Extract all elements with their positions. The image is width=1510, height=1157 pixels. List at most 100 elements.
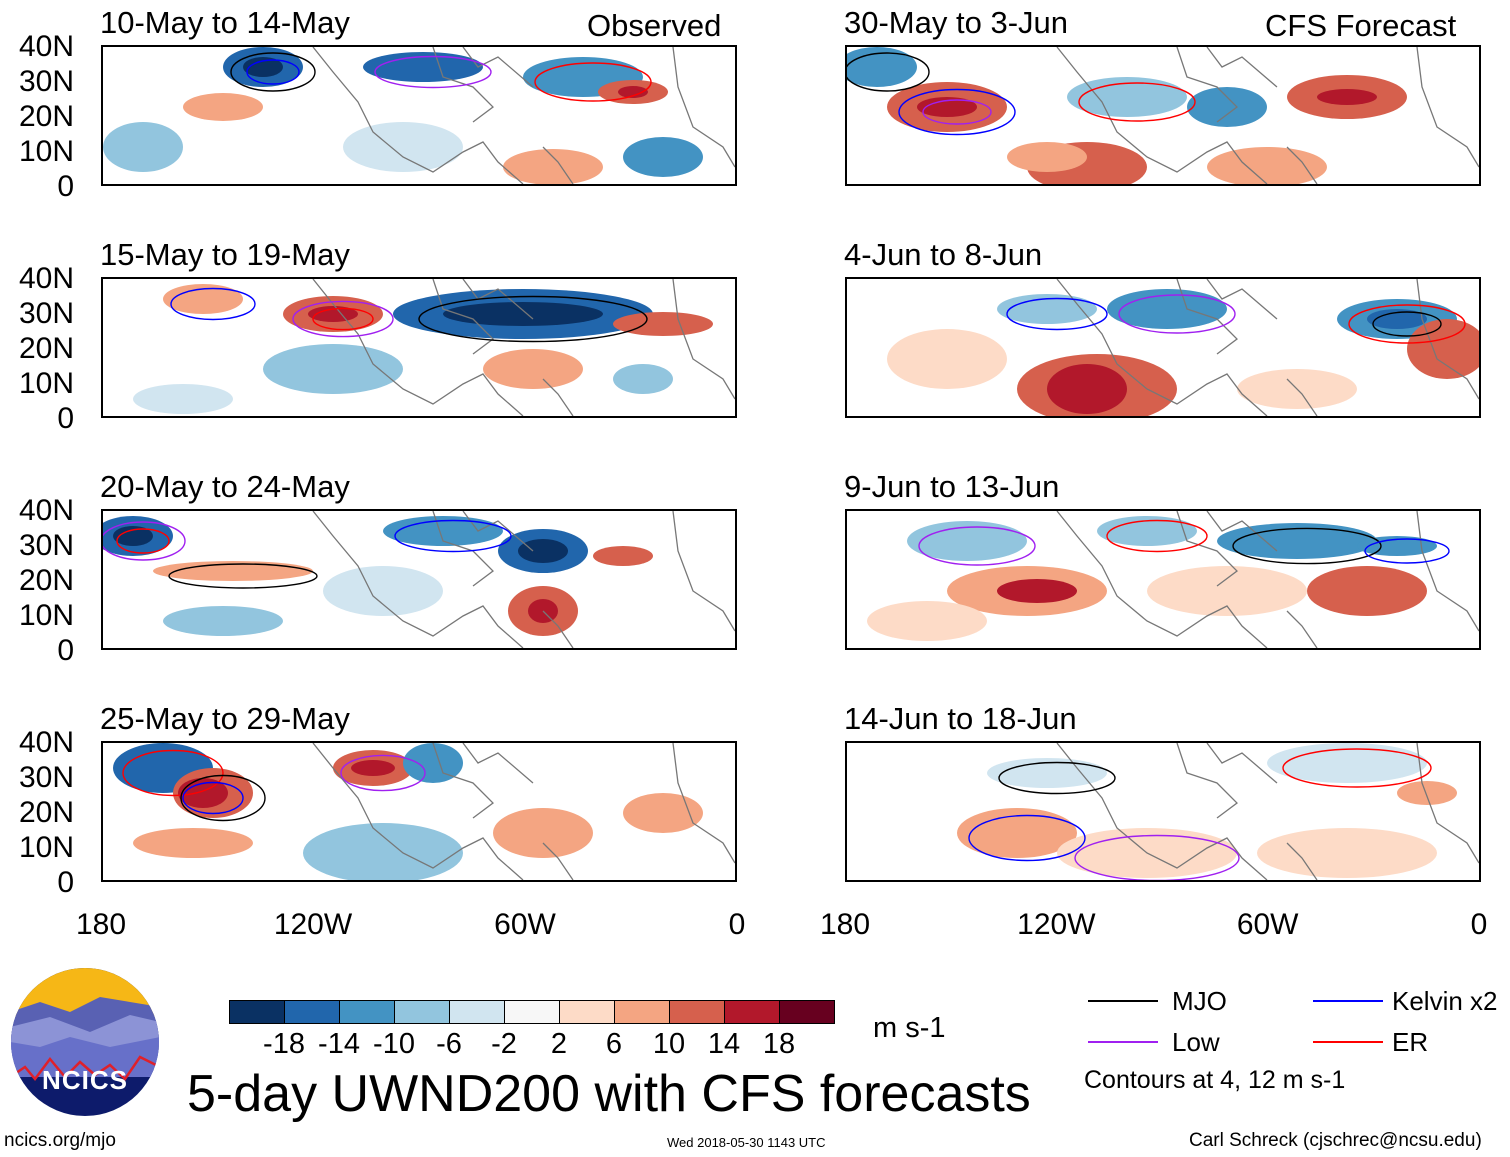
wind-anomaly-region [1047, 364, 1127, 414]
colorbar-swatch [229, 1000, 285, 1024]
wind-anomaly-region [847, 47, 917, 87]
contour-line [292, 300, 394, 338]
ncics-logo: NCICS [10, 967, 160, 1122]
wind-anomaly-region [443, 302, 603, 326]
wind-anomaly-region [403, 743, 463, 783]
wind-anomaly-region [618, 86, 648, 98]
colorbar-tick-label: -10 [373, 1028, 415, 1060]
longitude-label: 180 [75, 908, 127, 941]
latitude-label: 0 [57, 402, 74, 435]
wind-anomaly-region [623, 137, 703, 177]
latitude-label: 20N [18, 100, 74, 133]
contour-line [340, 754, 426, 792]
wind-anomaly-region [183, 93, 263, 121]
wind-anomaly-region [1367, 309, 1427, 329]
contour-line [1106, 519, 1208, 553]
contour-line [246, 59, 300, 85]
wind-anomaly-region [303, 823, 463, 880]
contour-line [168, 563, 318, 589]
wind-anomaly-region [1207, 147, 1327, 184]
contour-line [374, 55, 492, 89]
coastline [1056, 743, 1479, 880]
contour-line [968, 814, 1086, 862]
legend-low-line [1088, 1041, 1158, 1043]
legend-er-label: ER [1392, 1027, 1429, 1057]
wind-anomaly-region [153, 561, 313, 581]
observed-label: Observed [587, 8, 722, 43]
wind-anomaly-region [351, 760, 395, 776]
wind-anomaly-region [593, 546, 653, 566]
footer-credit: Carl Schreck (cjschrec@ncsu.edu) [1189, 1130, 1482, 1151]
wind-anomaly-region [1007, 142, 1087, 172]
longitude-label: 120W [1017, 908, 1096, 941]
longitude-label: 0 [728, 908, 746, 941]
coastline [312, 279, 735, 416]
wind-anomaly-region [997, 294, 1097, 324]
contour-line [918, 526, 1036, 566]
forecast-panel-2-map [845, 277, 1481, 418]
wind-anomaly-region [907, 521, 1027, 561]
colorbar-tick-label: 2 [550, 1028, 568, 1060]
forecast-panel-2-title: 4-Jun to 8-Jun [844, 237, 1043, 272]
wind-anomaly-region [163, 284, 243, 314]
wind-anomaly-region [1267, 743, 1427, 783]
latitude-label: 20N [18, 796, 74, 829]
wind-anomaly-region [483, 349, 583, 389]
contour-line [394, 519, 512, 553]
contour-line [312, 307, 374, 331]
wind-anomaly-region [1397, 781, 1457, 805]
contour-line [1348, 304, 1466, 344]
colorbar-swatch [614, 1000, 670, 1024]
wind-anomaly-region [1107, 289, 1227, 329]
contour-line [182, 781, 244, 815]
contour-line [116, 528, 170, 554]
wind-anomaly-region [867, 601, 987, 641]
colorbar-swatch [779, 1000, 835, 1024]
latitude-label: 10N [18, 135, 74, 168]
colorbar-swatch [449, 1000, 505, 1024]
latitude-label: 20N [18, 332, 74, 365]
observed-panel-1-title: 10-May to 14-May [100, 5, 350, 40]
wind-anomaly-region [163, 606, 283, 636]
colorbar-swatch [394, 1000, 450, 1024]
observed-panel-4-map [101, 741, 737, 882]
colorbar-tick-label: 6 [605, 1028, 623, 1060]
wind-anomaly-region [503, 149, 603, 184]
wind-anomaly-region [613, 364, 673, 394]
logo-text: NCICS [42, 1065, 128, 1095]
contour-line [1282, 748, 1432, 788]
colorbar-tick-label: -2 [491, 1028, 517, 1060]
legend-kelvin-line [1313, 1000, 1383, 1002]
colorbar-swatch [284, 1000, 340, 1024]
contour-line [534, 62, 652, 102]
wind-anomaly-region [1067, 77, 1187, 117]
coastline [1056, 47, 1479, 184]
wind-anomaly-region [518, 539, 568, 563]
wind-anomaly-region [1357, 536, 1437, 556]
latitude-label: 40N [18, 30, 74, 63]
coastline [1056, 511, 1479, 648]
forecast-panel-3-title: 9-Jun to 13-Jun [844, 469, 1060, 504]
longitude-label: 180 [819, 908, 871, 941]
wind-anomaly-region [957, 808, 1077, 858]
forecast-label: CFS Forecast [1265, 8, 1457, 43]
latitude-label: 30N [18, 297, 74, 330]
colorbar-swatch [724, 1000, 780, 1024]
contour-line [1364, 538, 1450, 564]
contour-line [418, 295, 648, 343]
latitude-label: 30N [18, 65, 74, 98]
forecast-panel-4-title: 14-Jun to 18-Jun [844, 701, 1077, 736]
latitude-label: 10N [18, 831, 74, 864]
latitude-label: 30N [18, 529, 74, 562]
footer-url[interactable]: ncics.org/mjo [4, 1130, 116, 1151]
wind-anomaly-region [623, 793, 703, 833]
latitude-label: 0 [57, 866, 74, 899]
colorbar-tick-label: -18 [263, 1028, 305, 1060]
colorbar-tick-label: -6 [436, 1028, 462, 1060]
contour-line [180, 774, 266, 822]
coastline [1056, 279, 1479, 416]
wind-anomaly-region [1097, 516, 1197, 546]
wind-anomaly-region [1187, 87, 1267, 127]
latitude-label: 10N [18, 367, 74, 400]
legend-note: Contours at 4, 12 m s-1 [1084, 1066, 1346, 1094]
